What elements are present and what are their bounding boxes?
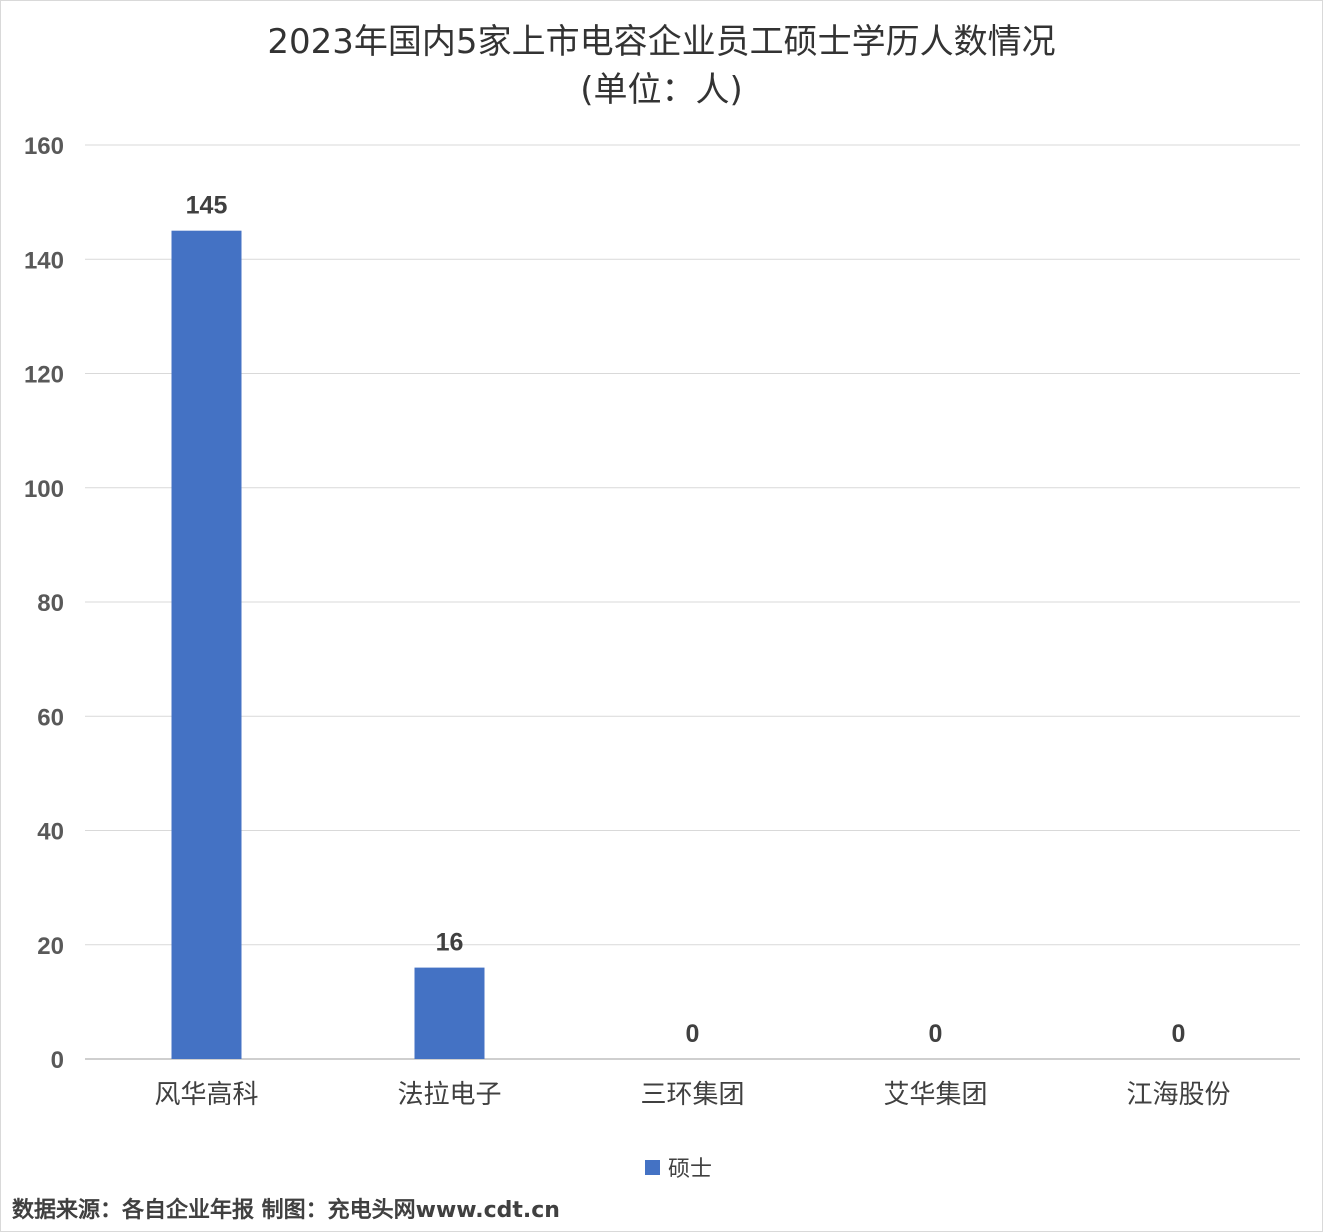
category-label: 艾华集团 [883,1080,987,1110]
data-label: 0 [686,1020,700,1048]
category-label: 法拉电子 [397,1080,501,1110]
legend-label: 硕士 [668,1157,712,1182]
y-tick-label: 80 [37,590,64,617]
source-note: 数据来源：各自企业年报 制图：充电头网www.cdt.cn [12,1198,560,1223]
y-tick-label: 0 [51,1047,64,1074]
category-label: 三环集团 [640,1080,744,1110]
y-tick-label: 140 [24,247,64,274]
bar [171,230,242,1059]
chart-subtitle: (单位：人) [580,70,743,110]
category-label: 风华高科 [154,1080,258,1110]
y-tick-label: 60 [37,704,64,731]
data-label: 0 [929,1020,943,1048]
y-tick-label: 120 [24,362,64,389]
data-label: 16 [436,929,464,957]
y-tick-label: 20 [37,933,64,960]
data-label: 0 [1172,1020,1186,1048]
y-tick-label: 100 [24,476,64,503]
y-tick-label: 160 [24,133,64,160]
legend-swatch [645,1160,660,1175]
bar [414,967,485,1059]
data-label: 145 [186,192,228,220]
category-label: 江海股份 [1126,1080,1230,1110]
chart-title: 2023年国内5家上市电容企业员工硕士学历人数情况 [267,22,1056,62]
y-tick-label: 40 [37,819,64,846]
